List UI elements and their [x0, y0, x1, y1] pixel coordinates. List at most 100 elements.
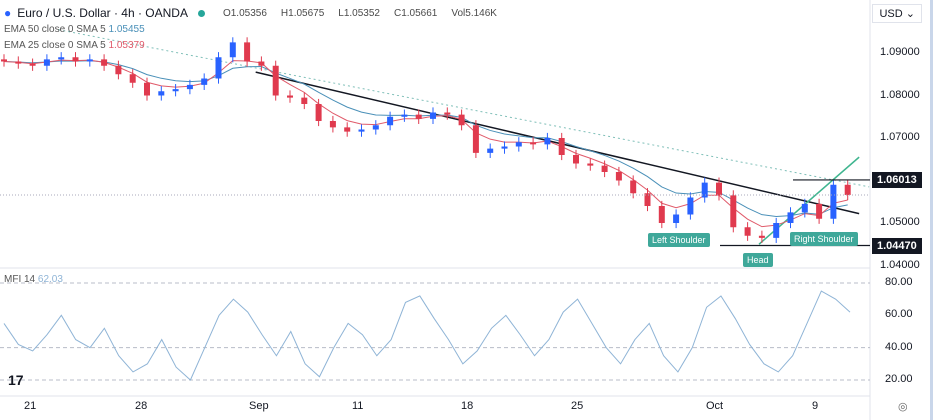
- candle-body: [301, 97, 308, 104]
- candle-body: [186, 84, 193, 90]
- candle-body: [430, 112, 436, 119]
- time-tick: 21: [24, 400, 37, 412]
- pattern-annotation[interactable]: Right Shoulder: [790, 232, 858, 246]
- candle-body: [144, 82, 150, 96]
- ema25-legend[interactable]: EMA 25 close 0 SMA 5 1.05379: [4, 40, 145, 51]
- price-tick: 1.05000: [880, 216, 920, 228]
- candle-body: [716, 182, 722, 196]
- ema25-line: [3, 59, 848, 228]
- candle-body: [573, 155, 579, 164]
- candle-body: [372, 125, 379, 130]
- candle-body: [215, 57, 222, 79]
- candle-body: [501, 146, 508, 149]
- time-tick: Oct: [706, 400, 724, 412]
- candle-body: [315, 104, 322, 121]
- candle-body: [244, 42, 251, 62]
- ema25-label: EMA 25 close 0 SMA 5: [4, 40, 106, 51]
- candle-body: [801, 203, 808, 213]
- market-status-icon: [197, 9, 205, 17]
- candle-body: [687, 197, 694, 215]
- candle-body: [744, 227, 751, 236]
- candle-body: [86, 59, 93, 62]
- candle-body: [730, 195, 737, 228]
- ema50-label: EMA 50 close 0 SMA 5: [4, 24, 106, 35]
- mfi-tick: 60.00: [885, 308, 913, 321]
- candle-body: [329, 121, 336, 128]
- candle-body: [201, 78, 208, 85]
- candle-body: [172, 89, 179, 92]
- candle-body: [401, 114, 408, 117]
- candle-body: [844, 184, 851, 195]
- mfi-tick: 40.00: [885, 340, 913, 353]
- ema50-legend[interactable]: EMA 50 close 0 SMA 5 1.05455: [4, 24, 145, 35]
- volume-value: Vol5.146K: [451, 7, 497, 19]
- currency-selector[interactable]: USD ⌄: [872, 4, 922, 23]
- candle-body: [272, 65, 279, 96]
- candle-body: [530, 142, 537, 145]
- candle-body: [673, 214, 680, 223]
- time-tick: 11: [352, 400, 364, 412]
- candle-body: [544, 138, 551, 145]
- candle-body: [358, 129, 365, 132]
- candle-body: [229, 42, 236, 58]
- time-tick: 9: [812, 400, 819, 412]
- candle-body: [658, 206, 665, 223]
- candle-body: [515, 142, 522, 147]
- trendline: [255, 71, 860, 215]
- symbol-title: Euro / U.S. Dollar · 4h · OANDA: [17, 6, 188, 20]
- candle-body: [15, 61, 22, 64]
- high-value: H1.05675: [280, 7, 325, 19]
- candle-body: [129, 74, 136, 83]
- candle-body: [344, 127, 351, 132]
- candle-body: [29, 63, 36, 66]
- symbol-icon: ●: [4, 6, 12, 20]
- price-tick: 1.04000: [880, 258, 920, 271]
- time-tick: 28: [135, 400, 148, 412]
- mfi-tick: 20.00: [885, 373, 913, 385]
- candle-body: [158, 91, 165, 96]
- low-value: L1.05352: [338, 7, 380, 19]
- candle-body: [787, 212, 794, 223]
- ema50-value: 1.05455: [108, 24, 145, 35]
- mfi-legend[interactable]: MFI 14 62.03: [4, 274, 63, 285]
- candle-body: [615, 172, 622, 181]
- mfi-label: MFI 14: [4, 274, 36, 285]
- time-tick: Sep: [249, 400, 269, 412]
- candle-body: [773, 223, 780, 238]
- settings-icon[interactable]: ◎: [898, 401, 908, 413]
- pattern-annotation[interactable]: Head: [743, 253, 773, 267]
- candle-body: [444, 112, 451, 115]
- price-tick: 1.08000: [880, 88, 920, 101]
- currency-label: USD: [879, 8, 903, 20]
- ema25-value: 1.05379: [108, 40, 145, 51]
- candle-body: [72, 57, 79, 62]
- candle-body: [472, 125, 479, 153]
- candle-body: [43, 59, 50, 66]
- candle-body: [458, 114, 465, 126]
- price-tick: 1.07000: [880, 131, 920, 143]
- mfi-line: [3, 290, 851, 381]
- mfi-tick: 80.00: [885, 276, 913, 288]
- price-tick: 1.09000: [880, 46, 920, 58]
- tradingview-logo: 17: [8, 372, 24, 388]
- candle-body: [587, 163, 594, 166]
- symbol-legend: ● Euro / U.S. Dollar · 4h · OANDA O1.053…: [4, 6, 497, 20]
- pattern-annotation[interactable]: Left Shoulder: [648, 233, 710, 247]
- candle-body: [816, 203, 823, 219]
- level-price-label: 1.04470: [872, 237, 922, 254]
- candle-body: [644, 193, 651, 206]
- candle-body: [830, 184, 837, 219]
- candle-body: [387, 116, 394, 126]
- candle-body: [701, 182, 708, 198]
- candle-body: [58, 57, 65, 60]
- time-tick: 18: [461, 400, 474, 412]
- candle-body: [115, 65, 122, 75]
- candle-body: [415, 114, 422, 119]
- time-tick: 25: [571, 400, 584, 412]
- candle-body: [487, 148, 494, 153]
- open-value: O1.05356: [222, 7, 267, 19]
- candle-body: [1, 59, 7, 62]
- mfi-value: 62.03: [37, 274, 63, 285]
